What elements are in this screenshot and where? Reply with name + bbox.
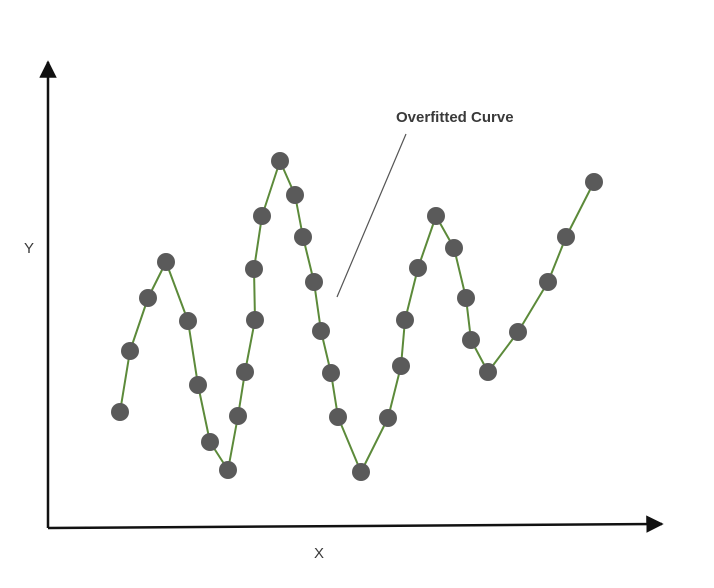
- data-point: [462, 331, 480, 349]
- annotation-label: Overfitted Curve: [396, 109, 514, 126]
- data-point: [445, 239, 463, 257]
- data-point: [479, 363, 497, 381]
- data-point: [121, 342, 139, 360]
- data-point: [229, 407, 247, 425]
- data-point: [427, 207, 445, 225]
- data-point: [379, 409, 397, 427]
- data-point: [509, 323, 527, 341]
- data-point: [305, 273, 323, 291]
- data-point: [322, 364, 340, 382]
- data-point: [392, 357, 410, 375]
- data-point: [139, 289, 157, 307]
- data-point: [557, 228, 575, 246]
- data-point: [111, 403, 129, 421]
- data-point: [585, 173, 603, 191]
- data-point: [396, 311, 414, 329]
- data-point: [294, 228, 312, 246]
- data-point: [246, 311, 264, 329]
- data-points: [111, 152, 603, 481]
- annotation-pointer: [336, 133, 407, 298]
- data-point: [352, 463, 370, 481]
- data-point: [271, 152, 289, 170]
- data-point: [457, 289, 475, 307]
- data-point: [157, 253, 175, 271]
- data-point: [409, 259, 427, 277]
- data-point: [245, 260, 263, 278]
- overfitted-curve: [119, 160, 595, 473]
- y-axis-label: Y: [24, 240, 34, 257]
- data-point: [253, 207, 271, 225]
- x-axis-label: X: [314, 545, 324, 562]
- data-point: [201, 433, 219, 451]
- data-point: [219, 461, 237, 479]
- data-point: [179, 312, 197, 330]
- data-point: [312, 322, 330, 340]
- data-point: [286, 186, 304, 204]
- x-axis: [47, 515, 664, 533]
- data-point: [189, 376, 207, 394]
- data-point: [539, 273, 557, 291]
- data-point: [236, 363, 254, 381]
- data-point: [329, 408, 347, 426]
